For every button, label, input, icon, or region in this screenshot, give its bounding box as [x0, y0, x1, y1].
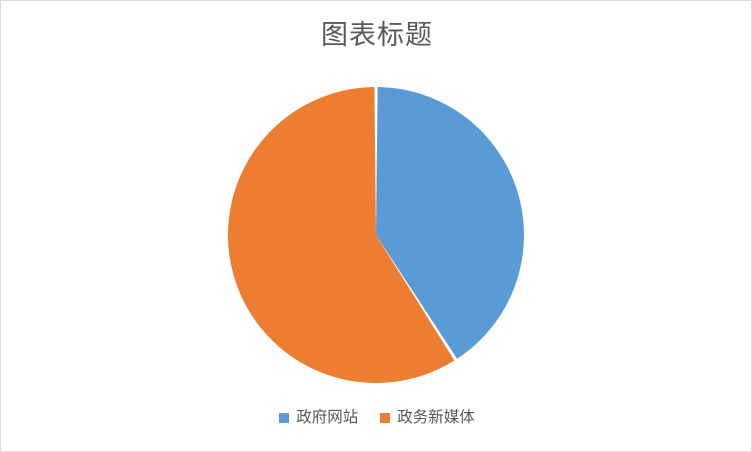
pie-slice-government-new-media[interactable]: [227, 87, 455, 384]
legend-item-government-website[interactable]: 政府网站: [279, 407, 358, 429]
legend-color-swatch-icon: [279, 413, 290, 423]
legend-color-swatch-icon: [380, 413, 391, 423]
pie-slice-government-website[interactable]: [376, 87, 524, 359]
chart-title: 图表标题: [321, 20, 433, 50]
legend-item-label: 政务新媒体: [397, 409, 475, 426]
chart-legend: 政府网站 政务新媒体: [1, 407, 751, 429]
legend-item-government-new-media[interactable]: 政务新媒体: [380, 407, 475, 429]
pie-slices: [227, 87, 524, 384]
legend-item-label: 政府网站: [296, 409, 359, 426]
